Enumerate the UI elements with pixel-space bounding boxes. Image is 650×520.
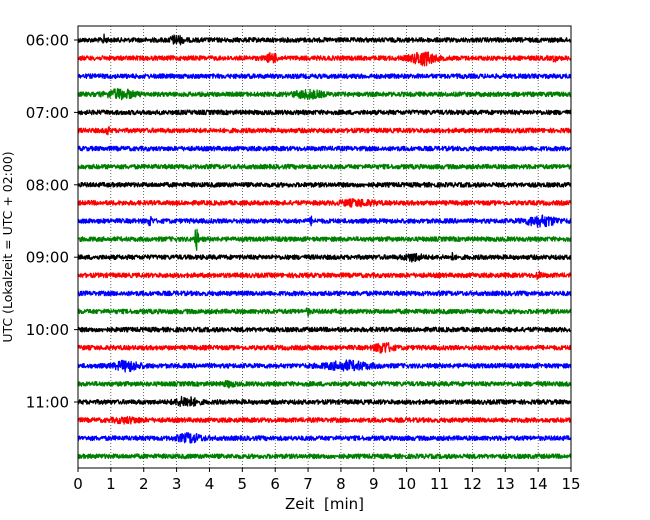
trace-1015	[77, 342, 572, 354]
trace-0945	[77, 307, 572, 317]
x-tick-label: 13	[496, 475, 515, 493]
x-tick-label: 8	[336, 475, 346, 493]
trace-1000	[77, 326, 572, 333]
x-tick-label: 5	[238, 475, 248, 493]
trace-1130	[77, 432, 572, 444]
y-axis-label: UTC (Lokalzeit = UTC + 02:00)	[0, 151, 15, 342]
trace-0915	[77, 270, 572, 281]
x-tick-label: 6	[270, 475, 280, 493]
trace-0715	[77, 125, 572, 136]
trace-0615	[77, 51, 572, 67]
trace-0930	[77, 290, 572, 297]
trace-0730	[77, 145, 572, 152]
x-tick-label: 10	[397, 475, 416, 493]
trace-0900	[77, 251, 572, 263]
trace-1030	[77, 359, 572, 373]
y-tick-label: 07:00	[26, 104, 69, 122]
x-tick-label: 15	[561, 475, 580, 493]
x-tick-label: 12	[463, 475, 482, 493]
y-tick-label: 10:00	[26, 321, 69, 339]
plot-frame	[77, 25, 572, 469]
x-tick-label: 9	[369, 475, 379, 493]
trace-1045	[77, 379, 572, 389]
plot-background	[78, 26, 571, 468]
trace-0600	[77, 33, 572, 46]
x-tick-label: 1	[106, 475, 116, 493]
trace-1100	[77, 395, 572, 408]
x-axis-ticks: 0 1 2 3 4 5 6 7 8 9 10 11 12 13 14 15	[73, 468, 581, 493]
x-axis-label: Zeit [min]	[285, 495, 364, 513]
trace-0845	[77, 228, 572, 251]
x-tick-label: 7	[303, 475, 313, 493]
x-tick-label: 3	[172, 475, 182, 493]
x-tick-label: 2	[139, 475, 149, 493]
trace-0745	[77, 163, 572, 170]
y-axis-ticks: 06:00 07:00 08:00 09:00 10:00 11:00	[26, 32, 78, 412]
trace-0830	[77, 214, 572, 228]
trace-0630	[77, 73, 572, 80]
y-tick-label: 06:00	[26, 32, 69, 50]
x-tick-label: 0	[73, 475, 83, 493]
trace-1115	[77, 415, 572, 425]
x-tick-label: 11	[430, 475, 449, 493]
seismic-traces	[77, 33, 572, 460]
trace-1145	[77, 453, 572, 460]
trace-0815	[77, 198, 572, 208]
x-tick-label: 14	[529, 475, 548, 493]
x-tick-label: 4	[205, 475, 215, 493]
y-tick-label: 11:00	[26, 394, 69, 412]
trace-0800	[77, 181, 572, 188]
y-tick-label: 08:00	[26, 176, 69, 194]
y-tick-label: 09:00	[26, 249, 69, 267]
trace-0700	[77, 109, 572, 116]
trace-0645	[77, 88, 572, 101]
